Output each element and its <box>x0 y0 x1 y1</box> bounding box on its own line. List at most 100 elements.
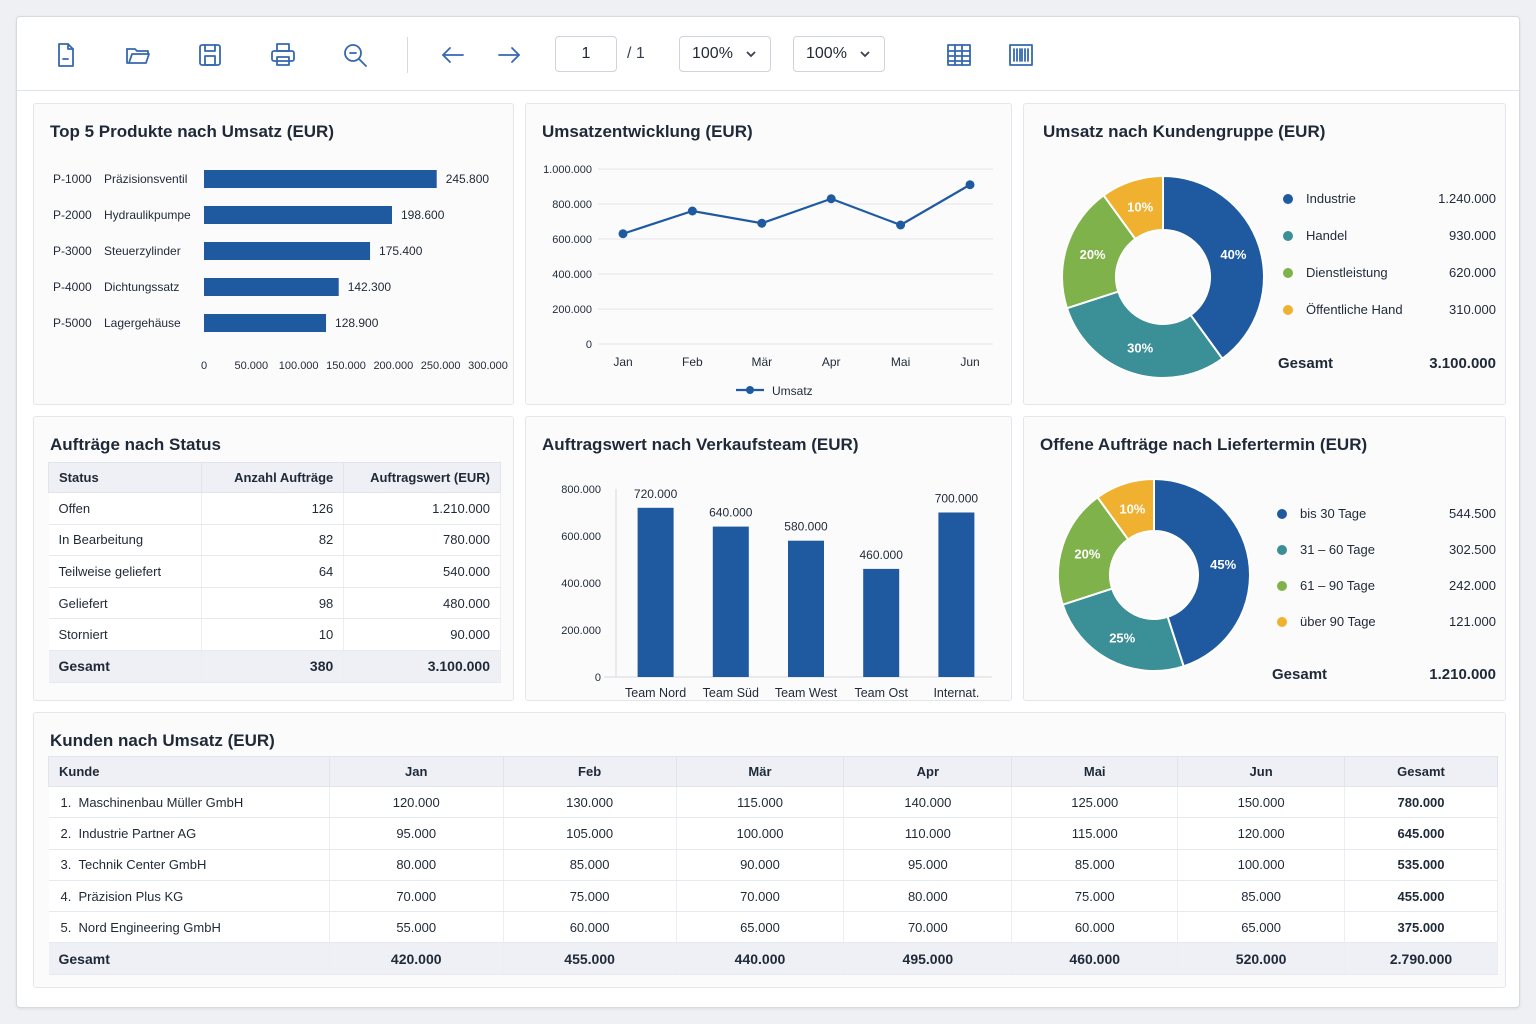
customer-group-panel: Umsatz nach Kundengruppe (EUR) 40% 30% 20%… <box>1023 103 1506 405</box>
total-cell: 460.000 <box>1011 942 1179 976</box>
team-bar <box>712 526 749 677</box>
bar-value-label: 142.300 <box>348 280 392 294</box>
grid-view-icon[interactable] <box>941 37 977 73</box>
total-cell: Gesamt <box>48 942 330 976</box>
table-cell: 75.000 <box>1011 880 1179 913</box>
y-tick-label: 800.000 <box>552 199 592 211</box>
arrow-right-icon[interactable] <box>491 37 527 73</box>
table-row: 3. Technik Center GmbH 80.000 85.000 90.000 9… <box>48 849 1498 881</box>
x-tick-label: 0 <box>201 360 207 372</box>
panel-title: Umsatzentwicklung (EUR) <box>542 122 753 141</box>
sales-team-panel: Auftragswert nach Verkaufsteam (EUR) 0 20… <box>525 416 1012 701</box>
table-cell: 645.000 <box>1344 817 1498 850</box>
table-cell: 64 <box>201 555 345 588</box>
x-tick-label: Mai <box>891 355 910 369</box>
column-header: Kunde <box>48 756 330 787</box>
barcode-icon[interactable] <box>1003 37 1039 73</box>
legend-value: 1.240.000 <box>1438 191 1496 206</box>
data-point <box>687 206 697 216</box>
arrow-left-icon[interactable] <box>435 37 471 73</box>
customer-cell: 4. Präzision Plus KG <box>48 880 330 913</box>
donut-slice <box>1061 193 1137 310</box>
team-bar <box>863 568 900 677</box>
legend-item: Handel <box>1283 228 1347 243</box>
zoom-value-secondary: 100% <box>806 45 847 62</box>
page-number-input[interactable] <box>555 36 617 72</box>
rank-number: 1. <box>60 794 72 810</box>
table-cell: 375.000 <box>1344 911 1498 944</box>
table-total-row: Gesamt 380 3.100.000 <box>48 650 501 683</box>
legend-marker <box>746 386 754 394</box>
legend-label: bis 30 Tage <box>1300 506 1367 521</box>
zoom-value: 100% <box>692 45 733 62</box>
total-cell: 380 <box>201 650 345 683</box>
toolbar: / 1 100% 100% <box>17 17 1519 91</box>
table-cell: 105.000 <box>503 817 677 850</box>
product-name: Hydraulikpumpe <box>104 208 191 222</box>
print-icon[interactable] <box>265 37 301 73</box>
product-bar <box>204 170 437 188</box>
total-cell: 495.000 <box>843 942 1013 976</box>
legend-label: Öffentliche Hand <box>1306 302 1403 317</box>
column-header: Jan <box>328 756 504 787</box>
x-tick-label: 150.000 <box>326 360 366 372</box>
slice-percent-label: 40% <box>1220 247 1246 262</box>
data-point <box>896 220 906 230</box>
table-cell: 95.000 <box>329 817 504 850</box>
search-icon[interactable] <box>337 37 373 73</box>
data-point <box>965 180 975 190</box>
page-total: / 1 <box>627 45 645 62</box>
column-header: Mai <box>1011 756 1179 787</box>
product-name: Steuerzylinder <box>104 244 181 258</box>
y-tick-label: 400.000 <box>561 578 601 590</box>
bar-value-label: 700.000 <box>935 492 979 506</box>
product-code: P-3000 <box>53 244 92 258</box>
table-cell: 90.000 <box>676 849 845 881</box>
customers-table: Kunde Jan Feb Mär Apr Mai Jun Gesamt 1. Maschinen… <box>48 756 1498 976</box>
table-cell: 455.000 <box>1344 880 1498 913</box>
total-cell: 520.000 <box>1177 942 1346 976</box>
x-tick-label: 50.000 <box>235 360 269 372</box>
open-folder-icon[interactable] <box>120 37 156 73</box>
panel-title: Top 5 Produkte nach Umsatz (EUR) <box>50 122 334 141</box>
panel-title: Umsatz nach Kundengruppe (EUR) <box>1043 122 1326 141</box>
table-cell: 70.000 <box>676 880 845 913</box>
sales-team-chart: 0 200.000 400.000 600.000 800.000 720.000 Team… <box>561 484 992 700</box>
customer-cell: 2. Industrie Partner AG <box>48 817 330 850</box>
table-cell: 85.000 <box>503 849 677 881</box>
bar-value-label: 245.800 <box>446 172 490 186</box>
product-code: P-2000 <box>53 208 92 222</box>
zoom-select[interactable]: 100% <box>679 36 771 72</box>
legend-dot <box>1283 267 1293 278</box>
legend-value: 620.000 <box>1449 265 1496 280</box>
team-bar <box>637 507 674 677</box>
legend-item: 61 – 90 Tage <box>1277 578 1375 593</box>
legend-value: 310.000 <box>1449 302 1496 317</box>
product-bar <box>204 242 371 260</box>
table-cell: Offen <box>48 492 202 525</box>
table-total-row: Gesamt 420.000 455.000 440.000 495.000 460.00… <box>48 942 1498 976</box>
table-row: 5. Nord Engineering GmbH 55.000 60.000 65.00… <box>48 911 1498 944</box>
series-line-umsatz <box>622 183 971 235</box>
x-tick-label: Apr <box>822 355 841 369</box>
table-cell: 110.000 <box>843 817 1013 850</box>
legend-label: Handel <box>1306 228 1348 243</box>
table-cell: 540.000 <box>343 555 501 588</box>
y-tick-label: 600.000 <box>561 531 601 543</box>
table-cell: 140.000 <box>843 786 1013 819</box>
save-icon[interactable] <box>192 37 228 73</box>
table-cell: 780.000 <box>343 524 501 557</box>
y-tick-label: 1.000.000 <box>543 164 592 176</box>
table-cell: Geliefert <box>48 587 202 620</box>
new-document-icon[interactable] <box>47 37 83 73</box>
legend-dot <box>1277 508 1287 519</box>
zoom-select-secondary[interactable]: 100% <box>793 36 885 72</box>
product-bar <box>204 314 327 332</box>
table-cell: 780.000 <box>1344 786 1498 819</box>
data-point <box>618 229 628 239</box>
revenue-trend-chart: 0 200.000 400.000 600.000 800.000 1.000.000 Ja… <box>543 164 993 398</box>
product-code: P-4000 <box>53 280 92 294</box>
table-cell: 70.000 <box>329 880 504 913</box>
table-row: 2. Industrie Partner AG 95.000 105.000 100.0… <box>48 817 1498 850</box>
table-header-row: Kunde Jan Feb Mär Apr Mai Jun Gesamt <box>48 756 1498 787</box>
